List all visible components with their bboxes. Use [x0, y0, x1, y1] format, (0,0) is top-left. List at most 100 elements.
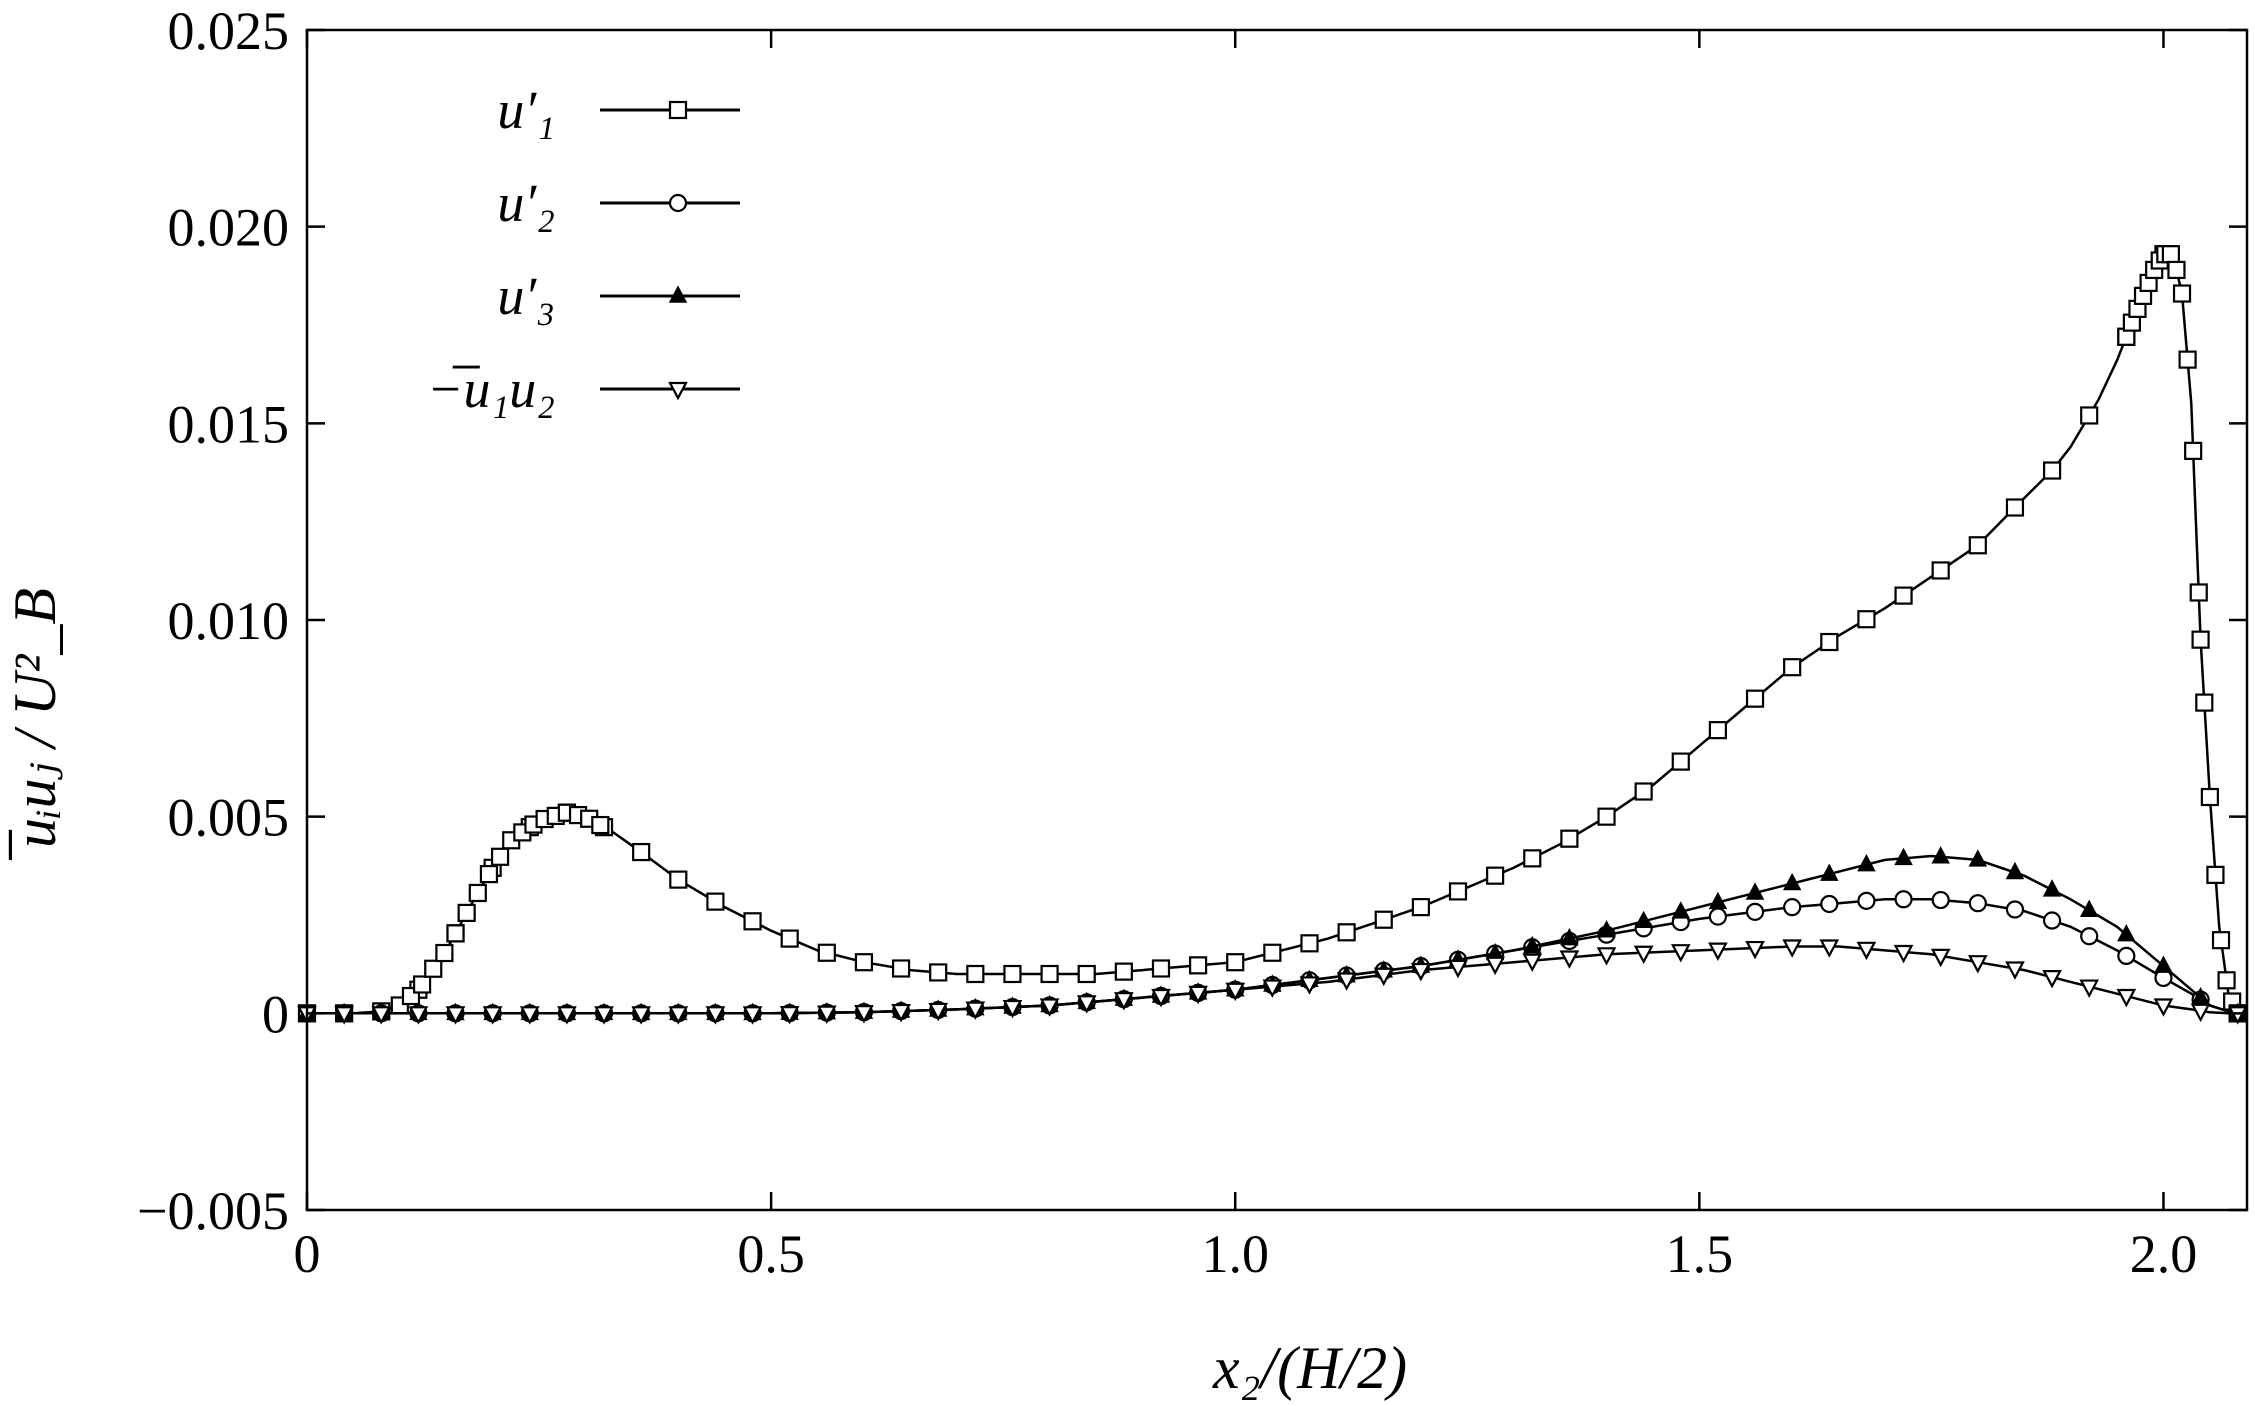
data-point: [424, 959, 443, 978]
data-point: [1226, 953, 1245, 972]
data-point: [1894, 847, 1913, 866]
data-point: [1523, 935, 1542, 954]
data-point: [1633, 945, 1654, 965]
data-point: [2080, 927, 2099, 946]
data-point: [1670, 944, 1691, 963]
data-point: [1671, 901, 1691, 919]
data-point: [1894, 890, 1913, 909]
data-point: [2042, 461, 2062, 480]
data-point: [334, 1006, 354, 1025]
data-point: [1337, 923, 1356, 942]
data-point: [479, 864, 499, 884]
data-point: [1894, 586, 1913, 605]
data-point: [1263, 943, 1282, 962]
data-point: [891, 959, 911, 978]
data-point: [779, 1005, 800, 1025]
data-point: [1225, 982, 1246, 1002]
data-point: [2005, 498, 2025, 517]
data-point: [1782, 939, 1803, 958]
data-point: [1857, 854, 1876, 872]
data-point: [591, 815, 610, 835]
data-point: [1299, 976, 1320, 995]
data-point: [2005, 900, 2025, 919]
data-point: [2005, 961, 2025, 980]
legend-marker: [668, 100, 688, 120]
x-tick-label: 0: [294, 1224, 321, 1284]
legend: u′₁ u′₂ u′₃ −̅u₁u₂: [427, 80, 740, 419]
data-point: [1968, 536, 1987, 555]
data-point: [2191, 630, 2210, 649]
data-point: [632, 842, 651, 862]
data-point: [1189, 956, 1208, 975]
data-point: [668, 1006, 689, 1025]
data-point: [1745, 940, 1765, 960]
data-point: [1003, 964, 1022, 984]
data-point: [445, 1006, 466, 1025]
axes-layer: 0 0.5 1.0 1.5 2.0−0.00500.0050.0100.0150.020…: [137, 1, 2249, 1284]
data-point: [1819, 939, 1840, 958]
data-point: [2005, 861, 2025, 880]
data-point: [2195, 693, 2214, 712]
x-tick-label: 0.5: [737, 1224, 805, 1284]
data-point: [1857, 610, 1876, 629]
data-point: [2184, 441, 2203, 460]
data-point: [1708, 942, 1728, 961]
data-point: [2190, 1003, 2211, 1023]
data-point: [1931, 846, 1950, 864]
legend-entry: −̅u₁u₂: [427, 359, 740, 419]
y-tick-label: 0.010: [168, 591, 290, 651]
data-point: [1856, 941, 1877, 961]
data-point: [371, 1006, 392, 1025]
data-point: [1596, 947, 1617, 966]
data-point: [1151, 959, 1171, 978]
data-point: [1820, 632, 1839, 652]
legend-entry: u′₁: [497, 80, 740, 140]
data-point: [1745, 689, 1765, 708]
x-tick-label: 1.5: [1666, 1224, 1734, 1284]
data-point: [2117, 924, 2136, 942]
data-point: [2178, 350, 2197, 369]
data-point: [2172, 284, 2192, 303]
data-point: [1634, 910, 1653, 929]
data-point: [1485, 956, 1505, 976]
data-point: [2154, 955, 2173, 973]
data-point: [1708, 721, 1728, 740]
data-point: [1039, 998, 1060, 1017]
y-axis-label: ̅uᵢuⱼ / U²_B: [2, 588, 68, 861]
data-point: [594, 1006, 614, 1025]
data-point: [2227, 1006, 2248, 1025]
data-point: [2167, 260, 2186, 280]
data-point: [1783, 898, 1802, 917]
data-point: [817, 943, 836, 962]
data-point: [1634, 782, 1653, 801]
data-point: [1300, 934, 1319, 953]
legend-label: u′₃: [497, 266, 555, 326]
legend-marker: [668, 285, 688, 303]
data-point: [669, 870, 688, 889]
y-tick-label: 0.025: [168, 1, 290, 61]
data-point: [1745, 882, 1765, 900]
data-point: [408, 1006, 429, 1025]
data-point: [2200, 787, 2219, 807]
data-point: [1448, 882, 1468, 901]
data-point: [1597, 807, 1616, 826]
data-point: [1523, 849, 1542, 868]
data-point: [1745, 902, 1765, 921]
data-point: [2117, 946, 2136, 966]
data-point: [928, 1002, 949, 1022]
data-point: [1968, 894, 1987, 913]
data-point: [1411, 962, 1431, 982]
data-point: [2217, 971, 2236, 990]
data-point: [2153, 998, 2174, 1017]
data-point: [631, 1006, 651, 1025]
legend-marker: [668, 381, 688, 401]
data-point: [457, 903, 476, 923]
legend-marker: [668, 193, 688, 213]
data-point: [413, 975, 432, 994]
legend-entry: u′₂: [497, 173, 740, 233]
data-point: [2080, 406, 2099, 425]
data-point: [854, 1005, 874, 1024]
data-point: [1336, 972, 1357, 991]
legend-entry: u′₃: [497, 266, 740, 326]
x-tick-label: 1.0: [1201, 1224, 1269, 1284]
